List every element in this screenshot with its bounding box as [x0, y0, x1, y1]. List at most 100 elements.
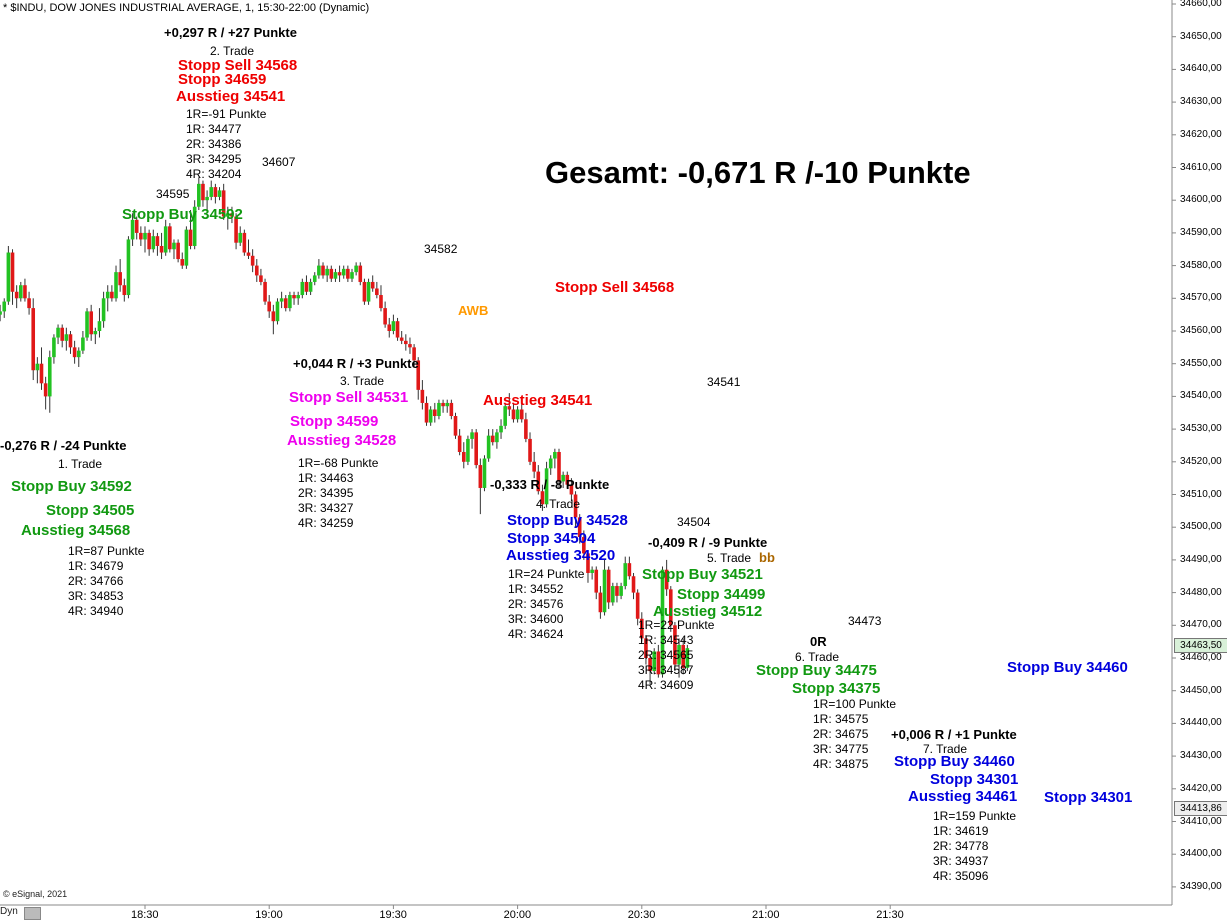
candle-body — [76, 350, 81, 358]
y-tick-label: 34590,00 — [1180, 226, 1222, 238]
candle-body — [503, 406, 507, 426]
price-label-34541: 34541 — [707, 375, 741, 389]
candle-body — [660, 569, 665, 675]
r-line: 2R: 34766 — [68, 574, 124, 588]
candle-body — [652, 651, 657, 672]
r-line: 2R: 34576 — [508, 597, 564, 611]
candle-body — [370, 281, 375, 289]
trade1-exit: Ausstieg 34568 — [21, 522, 131, 539]
r-line: 3R: 34587 — [638, 663, 694, 677]
trade5-stopp: Stopp 34499 — [677, 586, 766, 603]
r-line: 2R: 34565 — [638, 648, 694, 662]
candle-body — [337, 272, 342, 276]
r-line: 1R=-91 Punkte — [186, 107, 267, 121]
candle-body — [172, 242, 176, 250]
trade2-stopp-sell: Stopp Sell 34568 — [178, 57, 298, 74]
candle-body — [387, 324, 392, 331]
y-tick-label: 34620,00 — [1180, 128, 1222, 140]
candle-body — [93, 331, 98, 335]
candle-body — [350, 272, 354, 279]
candle-body — [495, 432, 499, 443]
candle-body — [457, 435, 462, 452]
r-line: 4R: 34940 — [68, 604, 124, 618]
trade2-r-list: 1R=-91 Punkte 1R: 34477 2R: 34386 3R: 34… — [186, 107, 266, 182]
trade6-name: 6. Trade — [795, 650, 840, 664]
trade7-r-list: 1R=159 Punkte 1R: 34619 2R: 34778 3R: 34… — [933, 809, 1016, 884]
y-tick-label: 34530,00 — [1180, 423, 1222, 435]
y-tick-label: 34440,00 — [1180, 717, 1222, 729]
candle-body — [466, 438, 470, 462]
y-tick-label: 34650,00 — [1180, 30, 1222, 42]
candle-body — [470, 432, 474, 439]
y-tick-label: 34640,00 — [1180, 63, 1222, 75]
candle-body — [201, 183, 205, 201]
candle-body — [565, 474, 570, 485]
candle-body — [416, 360, 421, 390]
candle-body — [424, 402, 429, 423]
dyn-toggle[interactable] — [24, 907, 41, 920]
candle-body — [461, 451, 466, 462]
candle-body — [486, 435, 491, 459]
candle-body — [499, 425, 503, 433]
candle-body — [221, 190, 226, 217]
candle-body — [300, 281, 305, 296]
candle-body — [437, 402, 441, 417]
candle-body — [536, 471, 541, 492]
candle-body — [147, 232, 151, 250]
candle-body — [139, 232, 143, 240]
y-tick-label: 34560,00 — [1180, 325, 1222, 336]
candle-body — [304, 281, 309, 292]
candle-body — [540, 491, 545, 505]
candle-body — [346, 268, 350, 279]
r-line: 4R: 34204 — [186, 167, 242, 181]
last-price-tag-1: 34463,50 — [1174, 638, 1227, 653]
candle-body — [197, 183, 201, 207]
r-line: 1R: 34552 — [508, 582, 564, 596]
trade7-stopp-buy: Stopp Buy 34460 — [894, 753, 1015, 770]
x-tick-label: 18:30 — [131, 909, 159, 921]
y-tick-label: 34630,00 — [1180, 96, 1222, 108]
r-line: 1R=24 Punkte — [508, 567, 585, 581]
candle-body — [532, 461, 536, 472]
candle-body — [118, 272, 122, 286]
candle-body — [528, 438, 532, 462]
x-tick-label: 19:30 — [379, 909, 407, 921]
candle-body — [379, 295, 383, 309]
candle-body — [573, 494, 578, 518]
r-line: 1R=-68 Punkte — [298, 456, 379, 470]
candle-body — [312, 275, 317, 282]
candle-body — [259, 275, 263, 282]
candle-body — [548, 458, 553, 469]
bb-label: bb — [759, 550, 775, 565]
x-ticks-group — [144, 905, 891, 909]
y-tick-label: 34450,00 — [1180, 684, 1222, 696]
y-tick-label: 34390,00 — [1180, 880, 1222, 892]
y-tick-label: 34540,00 — [1180, 390, 1222, 402]
candle-body — [317, 265, 321, 276]
r-line: 3R: 34937 — [933, 854, 989, 868]
candle-body — [56, 327, 60, 338]
candle-body — [143, 232, 147, 240]
r-line: 2R: 34395 — [298, 486, 354, 500]
candle-body — [524, 419, 528, 439]
candle-body — [192, 206, 197, 246]
trade3-exit: Ausstieg 34528 — [287, 432, 397, 449]
trade4-exit: Ausstieg 34520 — [506, 547, 616, 564]
candle-body — [263, 281, 267, 302]
r-line: 2R: 34386 — [186, 137, 242, 151]
candle-body — [19, 285, 23, 299]
r-line: 1R=22 Punkte — [638, 618, 715, 632]
r-line: 3R: 34600 — [508, 612, 564, 626]
candle-body — [226, 213, 230, 217]
y-tick-label: 34480,00 — [1180, 586, 1222, 598]
candle-body — [267, 301, 271, 312]
candles-group — [0, 177, 690, 685]
candle-body — [404, 340, 408, 345]
r-line: 2R: 34675 — [813, 727, 869, 741]
trade5-name: 5. Trade — [707, 551, 752, 565]
candle-body — [433, 409, 437, 417]
candle-body — [453, 416, 458, 436]
r-line: 4R: 34609 — [638, 678, 694, 692]
candle-body — [23, 285, 27, 299]
